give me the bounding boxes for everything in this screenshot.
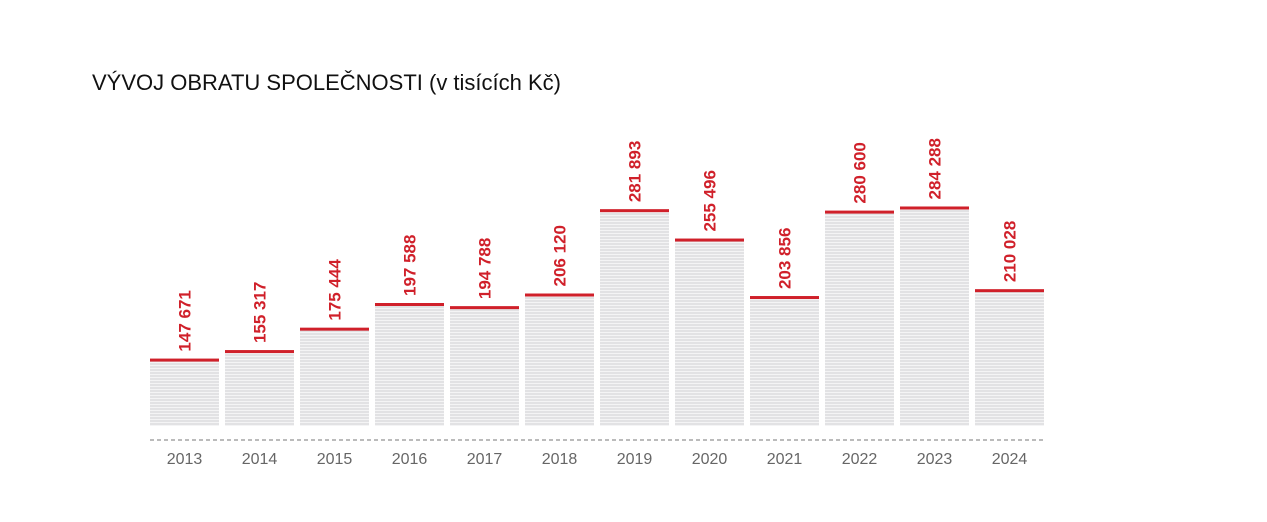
bar-cap-2022 xyxy=(825,210,894,214)
value-label-2014: 155 317 xyxy=(251,282,270,343)
value-label-2013: 147 671 xyxy=(176,290,195,351)
year-label-2022: 2022 xyxy=(842,451,878,468)
bar-cap-2017 xyxy=(450,306,519,310)
value-label-2016: 197 588 xyxy=(401,235,420,296)
bar-2022 xyxy=(825,211,894,426)
bar-2017 xyxy=(450,307,519,426)
bar-2015 xyxy=(300,328,369,426)
year-label-2024: 2024 xyxy=(992,451,1028,468)
bar-cap-2014 xyxy=(225,350,294,354)
year-label-2015: 2015 xyxy=(317,451,353,468)
bar-2018 xyxy=(525,294,594,426)
year-label-2017: 2017 xyxy=(467,451,503,468)
value-label-2017: 194 788 xyxy=(476,238,495,299)
year-label-2020: 2020 xyxy=(692,451,728,468)
bar-2024 xyxy=(975,290,1044,426)
bar-2021 xyxy=(750,297,819,426)
bar-cap-2021 xyxy=(750,296,819,300)
bar-cap-2016 xyxy=(375,303,444,307)
bar-2019 xyxy=(600,210,669,426)
bar-cap-2018 xyxy=(525,293,594,297)
bar-2016 xyxy=(375,304,444,426)
bar-cap-2019 xyxy=(600,209,669,213)
value-label-2020: 255 496 xyxy=(701,170,720,231)
value-label-2018: 206 120 xyxy=(551,225,570,286)
bar-cap-2020 xyxy=(675,238,744,242)
year-label-2016: 2016 xyxy=(392,451,428,468)
year-label-2019: 2019 xyxy=(617,451,653,468)
value-label-2023: 284 288 xyxy=(926,138,945,199)
bar-cap-2024 xyxy=(975,289,1044,293)
bar-cap-2015 xyxy=(300,327,369,331)
value-label-2015: 175 444 xyxy=(326,259,345,321)
bar-2013 xyxy=(150,359,219,426)
year-label-2021: 2021 xyxy=(767,451,803,468)
value-label-2022: 280 600 xyxy=(851,142,870,203)
bar-2014 xyxy=(225,351,294,426)
bar-cap-2023 xyxy=(900,206,969,210)
chart-title: VÝVOJ OBRATU SPOLEČNOSTI (v tisících Kč) xyxy=(92,70,562,95)
year-label-2014: 2014 xyxy=(242,451,278,468)
bar-2023 xyxy=(900,207,969,426)
year-label-2013: 2013 xyxy=(167,451,203,468)
bar-2020 xyxy=(675,239,744,426)
value-label-2019: 281 893 xyxy=(626,141,645,202)
value-label-2024: 210 028 xyxy=(1001,221,1020,282)
year-label-2023: 2023 xyxy=(917,451,953,468)
value-label-2021: 203 856 xyxy=(776,228,795,289)
year-label-2018: 2018 xyxy=(542,451,578,468)
bar-cap-2013 xyxy=(150,358,219,362)
